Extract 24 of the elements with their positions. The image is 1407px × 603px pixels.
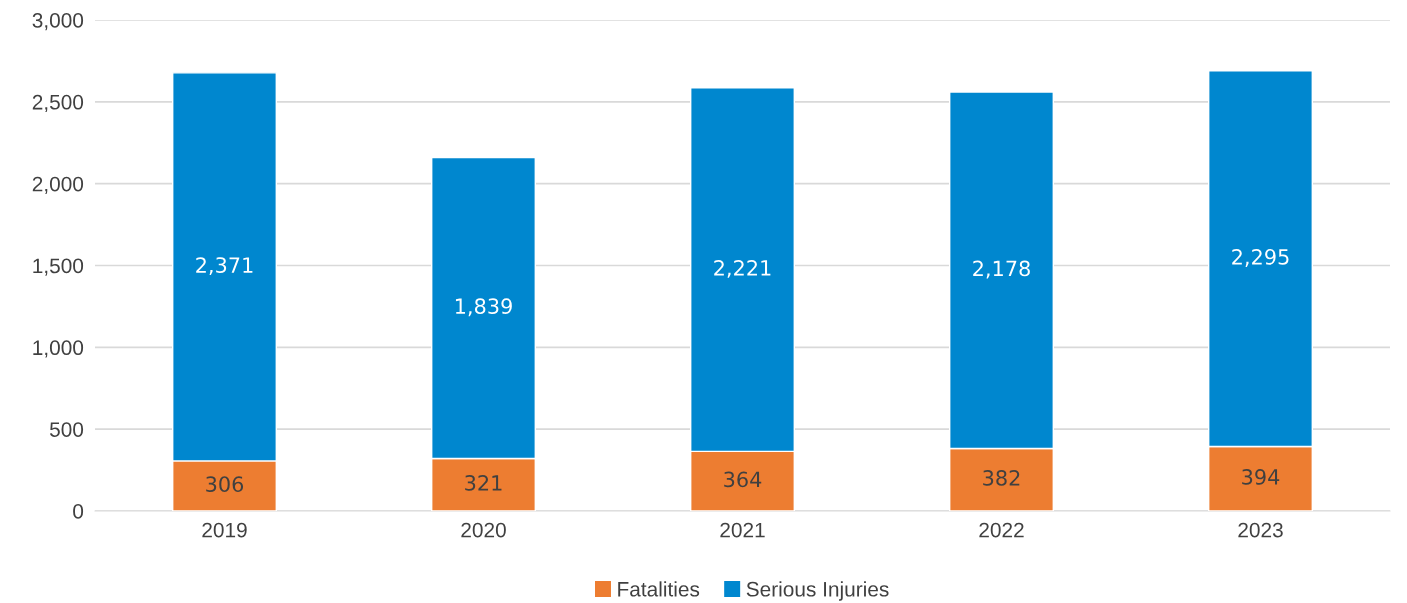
data-label: 2,371 — [196, 257, 253, 276]
y-tick-label: 3,000 — [32, 13, 84, 31]
x-tick-label: 2022 — [979, 522, 1024, 538]
y-tick-label: 1,500 — [33, 258, 84, 276]
data-label: 1,839 — [455, 298, 512, 317]
legend-label: Serious Injuries — [746, 581, 889, 601]
y-tick-label: 2,000 — [32, 176, 84, 194]
data-label: 2,178 — [973, 260, 1030, 279]
y-tick-label: 0 — [73, 504, 84, 519]
x-tick-label: 2020 — [461, 522, 506, 538]
data-label: 394 — [1242, 469, 1280, 485]
data-label: 2,295 — [1232, 248, 1289, 267]
y-tick-label: 2,500 — [32, 94, 84, 113]
data-label: 2,221 — [714, 259, 771, 278]
data-label: 364 — [724, 471, 762, 488]
legend-label: Fatalities — [618, 581, 700, 597]
data-label: 382 — [983, 470, 1020, 486]
data-label: 306 — [206, 476, 244, 492]
x-tick-label: 2023 — [1238, 522, 1283, 538]
x-tick-label: 2021 — [720, 522, 765, 538]
data-label: 321 — [465, 475, 502, 491]
y-tick-label: 1,000 — [33, 340, 84, 358]
x-tick-label: 2019 — [202, 522, 247, 538]
y-tick-label: 500 — [49, 422, 84, 437]
